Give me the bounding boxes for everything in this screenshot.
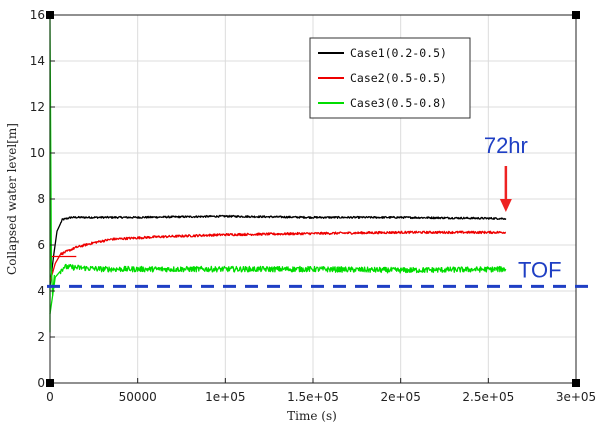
x-axis-title: Time (s) (287, 409, 337, 423)
y-tick-label: 14 (30, 54, 45, 68)
y-tick-label: 8 (37, 192, 45, 206)
x-tick-label: 0 (46, 390, 54, 404)
tick-labels: 0 50000 1e+05 1.5e+05 2e+05 2.5e+05 3e+05 0 2 4 6 8… (30, 8, 596, 404)
y-tick-label: 12 (30, 100, 45, 114)
series-line-3 (49, 263, 507, 315)
x-tick-label: 3e+05 (556, 390, 596, 404)
y-tick-label: 6 (37, 238, 45, 252)
y-tick-label: 10 (30, 146, 45, 160)
legend-label-case1: Case1(0.2-0.5) (350, 46, 447, 60)
y-tick-label: 4 (37, 284, 45, 298)
x-tick-label: 1.5e+05 (287, 390, 339, 404)
legend-label-case3: Case3(0.5-0.8) (350, 96, 447, 110)
y-tick-label: 16 (30, 8, 45, 22)
72hr-arrow-head (499, 199, 512, 212)
plot-frame (46, 11, 580, 387)
series-line-2 (49, 230, 507, 282)
x-tick-label: 1e+05 (205, 390, 245, 404)
x-tick-label: 50000 (119, 390, 157, 404)
series-line-1 (49, 214, 507, 287)
x-tick-label: 2.5e+05 (462, 390, 514, 404)
corner-marker (572, 11, 580, 19)
series-layer (49, 17, 507, 333)
72hr-label: 72hr (484, 133, 528, 158)
legend: Case1(0.2-0.5) Case2(0.5-0.5) Case3(0.5-… (309, 37, 471, 119)
corner-marker (46, 379, 54, 387)
y-axis-title: Collapsed water level[m] (5, 123, 19, 275)
plot-border (49, 14, 577, 384)
corner-marker (46, 11, 54, 19)
corner-marker (572, 379, 580, 387)
annotations: TOF 72hr (47, 133, 596, 288)
legend-label-case2: Case2(0.5-0.5) (350, 71, 447, 85)
y-tick-label: 0 (37, 376, 45, 390)
x-tick-label: 2e+05 (380, 390, 420, 404)
y-tick-label: 2 (37, 330, 45, 344)
tof-label: TOF (518, 257, 562, 282)
